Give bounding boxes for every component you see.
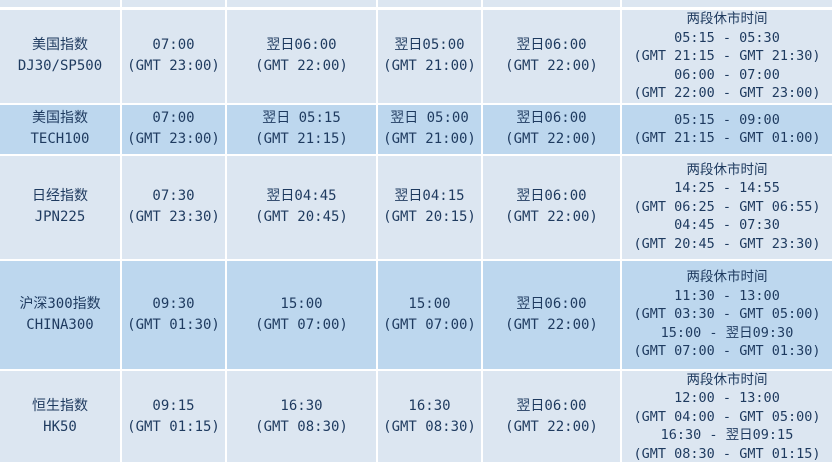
close-time-b-cell: 16:30 (GMT 08:30) [378,370,483,462]
break-times-cell: 两段休市时间 11:30 - 13:00 (GMT 03:30 - GMT 05… [622,260,832,371]
table-row: 日经指数 JPN225 07:30 (GMT 23:30) 翌日04:45 (G… [0,155,832,261]
close-time-b-cell: 翌日05:00 (GMT 21:00) [378,10,483,105]
open-time-cell: 09:15 (GMT 01:15) [122,370,227,462]
table-row: 恒生指数 HK50 09:15 (GMT 01:15) 16:30 (GMT 0… [0,370,832,462]
index-name-cell: 恒生指数 HK50 [0,370,122,462]
trading-end-cell: 翌日06:00 (GMT 22:00) [483,260,622,371]
close-time-a-cell: 翌日 05:15 (GMT 21:15) [227,104,378,156]
table-row-partial [0,0,832,10]
partial-cell [227,0,378,10]
table-row: 沪深300指数 CHINA300 09:30 (GMT 01:30) 15:00… [0,260,832,371]
trading-end-cell: 翌日06:00 (GMT 22:00) [483,155,622,261]
trading-end-cell: 翌日06:00 (GMT 22:00) [483,370,622,462]
break-times-cell: 两段休市时间 05:15 - 05:30 (GMT 21:15 - GMT 21… [622,10,832,105]
trading-end-cell: 翌日06:00 (GMT 22:00) [483,10,622,105]
close-time-b-cell: 翌日 05:00 (GMT 21:00) [378,104,483,156]
open-time-cell: 07:00 (GMT 23:00) [122,104,227,156]
break-times-cell: 两段休市时间 14:25 - 14:55 (GMT 06:25 - GMT 06… [622,155,832,261]
partial-cell [378,0,483,10]
partial-cell [483,0,622,10]
index-name-cell: 日经指数 JPN225 [0,155,122,261]
break-times-cell: 05:15 - 09:00 (GMT 21:15 - GMT 01:00) [622,104,832,156]
close-time-a-cell: 翌日04:45 (GMT 20:45) [227,155,378,261]
table-row: 美国指数 DJ30/SP500 07:00 (GMT 23:00) 翌日06:0… [0,10,832,105]
partial-cell [0,0,122,10]
index-name-cell: 沪深300指数 CHINA300 [0,260,122,371]
table-row: 美国指数 TECH100 07:00 (GMT 23:00) 翌日 05:15 … [0,104,832,156]
close-time-a-cell: 15:00 (GMT 07:00) [227,260,378,371]
index-name-cell: 美国指数 DJ30/SP500 [0,10,122,105]
close-time-b-cell: 15:00 (GMT 07:00) [378,260,483,371]
break-times-cell: 两段休市时间 12:00 - 13:00 (GMT 04:00 - GMT 05… [622,370,832,462]
partial-cell [122,0,227,10]
close-time-a-cell: 16:30 (GMT 08:30) [227,370,378,462]
index-name-cell: 美国指数 TECH100 [0,104,122,156]
open-time-cell: 07:30 (GMT 23:30) [122,155,227,261]
open-time-cell: 07:00 (GMT 23:00) [122,10,227,105]
partial-cell [622,0,832,10]
close-time-a-cell: 翌日06:00 (GMT 22:00) [227,10,378,105]
close-time-b-cell: 翌日04:15 (GMT 20:15) [378,155,483,261]
open-time-cell: 09:30 (GMT 01:30) [122,260,227,371]
trading-end-cell: 翌日06:00 (GMT 22:00) [483,104,622,156]
